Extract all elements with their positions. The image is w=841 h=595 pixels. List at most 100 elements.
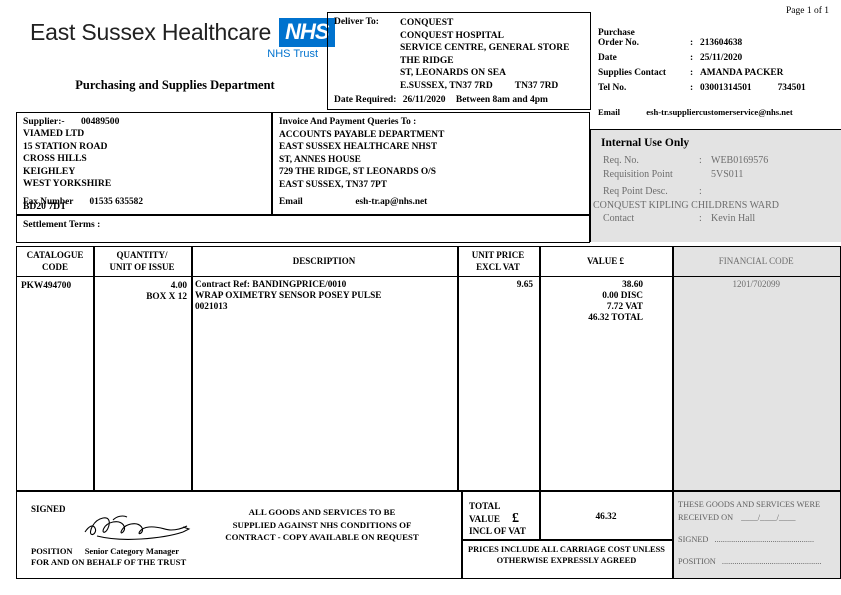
signed-label: SIGNED [31, 504, 66, 514]
cell-unit-of-issue: BOX X 12 [146, 292, 187, 302]
delivery-window: Between 8am and 4pm [455, 95, 548, 105]
total-value-amount: 46.32 [595, 512, 617, 522]
requisition-point-value: 5VS011 [711, 169, 744, 180]
cell-value-total: 46.32 TOTAL [588, 313, 643, 323]
table-header-row: CATALOGUE CODE QUANTITY/ UNIT OF ISSUE D… [17, 247, 840, 277]
nhs-trust-label: NHS Trust [267, 48, 318, 60]
header-quantity: QUANTITY/ UNIT OF ISSUE [109, 250, 175, 272]
colon: : [690, 68, 694, 78]
position-value: Senior Category Manager [84, 546, 179, 556]
internal-use-title: Internal Use Only [601, 137, 690, 149]
tel-label: Tel No. [598, 83, 627, 93]
internal-use-panel: Internal Use Only Req. No. : WEB0169576 … [590, 129, 841, 242]
supplier-line: CROSS HILLS [23, 153, 87, 165]
invoice-line: EAST SUSSEX HEALTHCARE NHST [279, 142, 438, 153]
line-items-table: FINANCIAL CODE 1201/702099 CATALOGUE COD… [16, 246, 841, 491]
deliver-line: E.SUSSEX, TN37 7RD [400, 80, 493, 91]
cell-value-vat: 7.72 VAT [606, 302, 643, 312]
supplier-postcode: BD20 7DT [23, 201, 67, 213]
cell-desc-line-1: Contract Ref: BANDINGPRICE/0010 [195, 280, 347, 290]
supplier-line: VIAMED LTD [23, 128, 85, 140]
colon: : [699, 213, 702, 224]
nhs-logo: NHS [279, 18, 335, 47]
page-number: Page 1 of 1 [785, 6, 829, 16]
header-value: VALUE £ [586, 255, 625, 266]
colon: : [690, 53, 694, 63]
colon: : [690, 38, 694, 48]
settlement-terms-label: Settlement Terms : [23, 219, 101, 230]
date-required-value: 26/11/2020 [402, 95, 446, 105]
supplier-line: WEST YORKSHIRE [23, 178, 112, 190]
requisition-point-label: Requisition Point [603, 169, 673, 180]
colon: : [699, 155, 702, 166]
position-dotted-line: ........................................… [721, 557, 822, 566]
position-label: POSITION [31, 546, 73, 556]
email-label: Email [279, 197, 303, 207]
order-no-label: Order No. [598, 38, 639, 48]
department-title: Purchasing and Supplies Department [75, 78, 275, 92]
invoice-queries-block: Invoice And Payment Queries To : ACCOUNT… [279, 116, 444, 192]
cell-desc-line-3: 0021013 [195, 302, 228, 312]
supplies-contact-label: Supplies Contact [598, 68, 666, 78]
header-unit-price: UNIT PRICE EXCL VAT [471, 250, 525, 272]
fax-value: 01535 635582 [89, 197, 143, 207]
invoice-queries-title: Invoice And Payment Queries To : [279, 117, 417, 127]
header-catalogue-code: CATALOGUE CODE [26, 250, 84, 272]
deliver-line: CONQUEST [400, 18, 454, 28]
date-required-label: Date Required: [334, 95, 397, 105]
req-point-desc-value: CONQUEST KIPLING CHILDRENS WARD [593, 200, 780, 211]
trust-logo: East Sussex Healthcare NHS NHS Trust [30, 18, 335, 60]
footer-band: SIGNED POSITION Senior Category Manager … [16, 491, 841, 579]
invoice-line: ST, ANNES HOUSE [279, 154, 361, 165]
order-date-value: 25/11/2020 [700, 53, 743, 63]
financial-code-header: FINANCIAL CODE [718, 256, 794, 266]
cell-unit-price: 9.65 [516, 280, 533, 290]
financial-code-value: 1201/702099 [732, 279, 780, 289]
signature-dotted-line: ........................................… [714, 535, 815, 544]
supplier-account-no: 00489500 [81, 116, 120, 127]
supplies-contact-value: AMANDA PACKER [700, 68, 784, 78]
colon: : [699, 186, 702, 197]
invoice-line: 729 THE RIDGE, ST LEONARDS O/S [279, 167, 436, 178]
invoice-email-value: esh-tr.ap@nhs.net [355, 197, 428, 207]
tel-value: 03001314501 [700, 83, 752, 93]
supplier-fax-row: Fax Number 01535 635582 [23, 197, 143, 207]
deliver-line: CONQUEST HOSPITAL [400, 30, 504, 41]
total-value-label: TOTAL VALUE £ INCL OF VAT [469, 501, 526, 536]
colon: : [690, 83, 694, 93]
cell-value-net: 38.60 [622, 280, 643, 290]
internal-contact-label: Contact [603, 213, 635, 224]
cell-value-discount: 0.00 DISC [602, 291, 643, 301]
goods-received-box: THESE GOODS AND SERVICES WERE RECEIVED O… [674, 492, 840, 578]
req-point-desc-label: Req Point Desc. [603, 186, 668, 197]
invoice-email-row: Email esh-tr.ap@nhs.net [279, 197, 427, 207]
invoice-line: ACCOUNTS PAYABLE DEPARTMENT [279, 129, 445, 140]
req-no-value: WEB0169576 [711, 155, 769, 166]
received-date-blanks: ____/____/____ [741, 513, 796, 522]
order-no-label-top: Purchase [598, 28, 635, 38]
deliver-to-box: Deliver To: CONQUEST CONQUEST HOSPITAL S… [327, 12, 591, 110]
purchase-order-details: Purchase Order No. : 213604638 Date : 25… [598, 28, 806, 97]
received-line-2: RECEIVED ON [678, 513, 734, 522]
pound-symbol: £ [511, 510, 519, 526]
cell-quantity: 4.00 [170, 281, 187, 291]
deliver-to-label: Deliver To: [334, 17, 379, 27]
supplier-line: 15 STATION ROAD [23, 140, 108, 152]
org-name: East Sussex Healthcare [30, 19, 272, 45]
email-label: Email [598, 107, 620, 117]
order-date-label: Date [598, 53, 617, 63]
order-no-value: 213604638 [700, 38, 743, 48]
supplies-email-row: Email esh-tr.suppliercustomerservice@nhs… [598, 107, 793, 117]
carriage-note: PRICES INCLUDE ALL CARRIAGE COST UNLESS … [468, 545, 665, 565]
req-no-label: Req. No. [603, 155, 639, 166]
signature-image [79, 506, 199, 551]
on-behalf-text: FOR AND ON BEHALF OF THE TRUST [31, 557, 187, 567]
supplier-label: Supplier:- [23, 116, 65, 127]
received-line-1: THESE GOODS AND SERVICES WERE [678, 500, 821, 509]
cell-desc-line-2: WRAP OXIMETRY SENSOR POSEY PULSE [195, 291, 382, 301]
supplier-line: KEIGHLEY [23, 165, 76, 177]
deliver-postcode: TN37 7RD [514, 80, 559, 91]
conditions-text: ALL GOODS AND SERVICES TO BE SUPPLIED AG… [225, 507, 419, 542]
deliver-line: SERVICE CENTRE, GENERAL STORE [400, 43, 570, 54]
